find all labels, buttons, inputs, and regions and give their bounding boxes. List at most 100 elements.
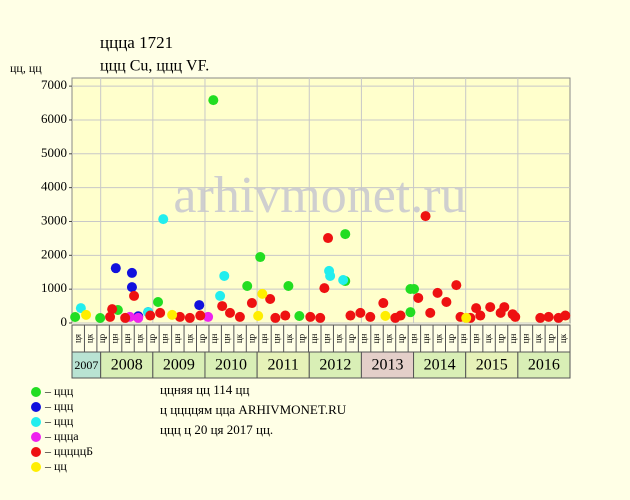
data-point: [203, 311, 214, 322]
data-point: [208, 95, 219, 106]
period-label: цк: [433, 333, 443, 343]
period-label: цр: [496, 333, 506, 343]
period-label: цр: [247, 333, 257, 343]
y-tick-label: 3000: [41, 212, 67, 227]
year-band: [308, 351, 362, 379]
legend-label: – ццц: [44, 399, 74, 413]
data-point: [225, 307, 236, 318]
period-label: цн: [122, 334, 132, 344]
y-tick-label: 0: [61, 314, 68, 329]
legend-marker: [31, 447, 41, 457]
period-label: цк: [135, 333, 145, 343]
period-label: цр: [147, 333, 157, 343]
period-label: цн: [359, 334, 369, 344]
year-label: 2011: [267, 357, 298, 374]
data-point: [319, 283, 330, 294]
note: ццц ц 20 ця 2017 цц.: [160, 422, 273, 437]
data-point: [323, 233, 334, 244]
year-band: [517, 351, 571, 379]
data-point: [425, 307, 436, 318]
data-point: [475, 310, 486, 321]
data-point: [461, 312, 472, 323]
period-label: цк: [558, 333, 568, 343]
period-label: цк: [384, 333, 394, 343]
plot-area: [71, 77, 571, 324]
legend-marker: [31, 417, 41, 427]
data-point: [107, 304, 118, 315]
y-tick-label: 7000: [41, 77, 67, 92]
data-point: [217, 301, 228, 312]
data-point: [294, 310, 305, 321]
year-band: [152, 351, 206, 379]
chart-title: ццца 1721: [100, 33, 173, 52]
data-point: [257, 288, 268, 299]
data-point: [155, 307, 166, 318]
data-point: [345, 310, 356, 321]
period-label: цн: [371, 334, 381, 344]
legend-label: – цц: [44, 459, 67, 473]
data-point: [420, 211, 431, 222]
data-point: [405, 307, 416, 318]
year-band: [465, 351, 519, 379]
year-band: [100, 351, 154, 379]
chart-subtitle: ццц Cu, ццц VF.: [100, 58, 209, 75]
period-label: цн: [271, 334, 281, 344]
period-label: цр: [545, 333, 555, 343]
data-point: [70, 312, 81, 323]
year-label: 2010: [215, 357, 247, 374]
data-point: [133, 312, 144, 323]
data-point: [451, 280, 462, 291]
year-label: 2014: [424, 357, 456, 374]
data-point: [365, 311, 376, 322]
legend-marker: [31, 432, 41, 442]
data-point: [535, 312, 546, 323]
legend-label: – ццц: [44, 384, 74, 398]
data-point: [215, 290, 226, 301]
data-point: [280, 310, 291, 321]
data-point: [105, 311, 116, 322]
data-point: [510, 311, 521, 322]
data-point: [378, 298, 389, 309]
data-point: [255, 252, 266, 263]
y-tick-label: 4000: [41, 179, 67, 194]
period-label: цн: [259, 334, 269, 344]
period-label: цн: [471, 334, 481, 344]
year-band: [413, 351, 467, 379]
data-point: [495, 307, 506, 318]
year-label: 2009: [163, 357, 195, 374]
year-label: 2015: [476, 357, 508, 374]
data-point: [432, 287, 443, 298]
data-point: [305, 311, 316, 322]
legend-label: – ццца: [44, 429, 79, 443]
year-label: 2007: [74, 358, 98, 372]
data-point: [485, 302, 496, 313]
data-point: [234, 311, 245, 322]
period-label: цк: [184, 333, 194, 343]
data-point: [265, 293, 276, 304]
data-point: [126, 267, 137, 278]
year-label: 2016: [528, 357, 560, 374]
data-point: [129, 290, 140, 301]
period-label: ця: [72, 334, 82, 343]
data-point: [253, 310, 264, 321]
data-point: [413, 292, 424, 303]
period-label: цр: [97, 333, 107, 343]
data-point: [174, 311, 185, 322]
data-point: [560, 310, 571, 321]
data-point: [380, 310, 391, 321]
data-point: [242, 281, 253, 292]
legend-marker: [31, 402, 41, 412]
data-point: [355, 307, 366, 318]
period-label: цн: [159, 334, 169, 344]
data-point: [153, 297, 164, 308]
period-label: цк: [85, 333, 95, 343]
year-label: 2012: [319, 357, 351, 374]
data-point: [194, 300, 205, 311]
data-point: [120, 312, 131, 323]
period-label: цн: [421, 334, 431, 344]
period-label: цн: [309, 334, 319, 344]
period-label: цр: [446, 333, 456, 343]
y-tick-label: 1000: [41, 280, 67, 295]
data-point: [75, 303, 86, 314]
